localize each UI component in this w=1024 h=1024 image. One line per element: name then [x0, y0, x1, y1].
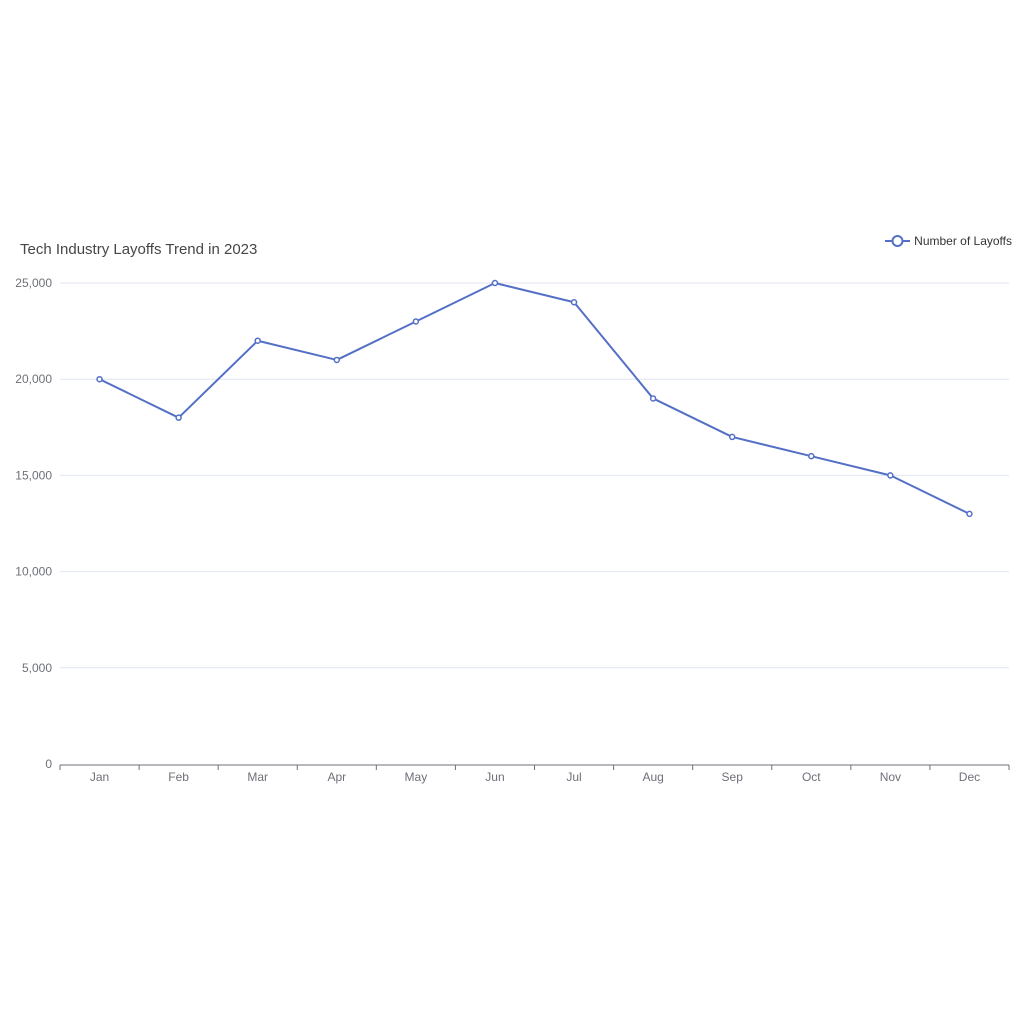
data-point[interactable] — [728, 433, 736, 441]
y-tick-label: 20,000 — [15, 372, 52, 386]
y-tick-label: 0 — [45, 757, 52, 771]
y-tick-label: 5,000 — [22, 661, 52, 675]
x-tick-label: Sep — [722, 770, 744, 784]
legend[interactable]: Number of Layoffs — [885, 234, 1012, 248]
x-axis-labels: Jan Feb Mar Apr May Jun Jul Aug Sep Oct Nov Dec — [90, 770, 980, 784]
data-point[interactable] — [333, 356, 341, 364]
x-tick-label: Aug — [642, 770, 663, 784]
data-point[interactable] — [649, 395, 657, 402]
x-tick-label: Oct — [802, 770, 821, 784]
data-point[interactable] — [570, 298, 578, 306]
data-point[interactable] — [254, 337, 261, 344]
data-point[interactable] — [887, 472, 894, 479]
series-layer — [96, 279, 973, 518]
data-point[interactable] — [175, 414, 182, 421]
data-point[interactable] — [808, 452, 815, 460]
legend-line-circle-icon — [885, 234, 911, 248]
y-tick-label: 25,000 — [15, 276, 52, 290]
x-tick-label: Dec — [959, 770, 980, 784]
series-line — [99, 282, 970, 515]
y-tick-label: 10,000 — [15, 565, 52, 579]
x-tick-label: Mar — [247, 770, 268, 784]
x-tick-label: Feb — [168, 770, 189, 784]
data-point[interactable] — [491, 279, 499, 287]
x-tick-label: Apr — [327, 770, 346, 784]
x-tick-label: Nov — [880, 770, 901, 784]
x-tick-label: May — [405, 770, 428, 784]
data-point[interactable] — [966, 510, 973, 518]
legend-label: Number of Layoffs — [914, 234, 1012, 248]
data-point[interactable] — [412, 318, 420, 325]
x-tick-label: Jun — [485, 770, 504, 784]
y-tick-label: 15,000 — [15, 468, 52, 482]
y-axis-labels: 0 5,000 10,000 15,000 20,000 25,000 — [15, 276, 52, 771]
x-tick-label: Jan — [90, 770, 109, 784]
x-tick-label: Jul — [566, 770, 581, 784]
chart-title: Tech Industry Layoffs Trend in 2023 — [20, 241, 258, 258]
grid-lines — [60, 282, 1009, 669]
data-point[interactable] — [96, 375, 103, 383]
x-axis — [59, 764, 1010, 770]
